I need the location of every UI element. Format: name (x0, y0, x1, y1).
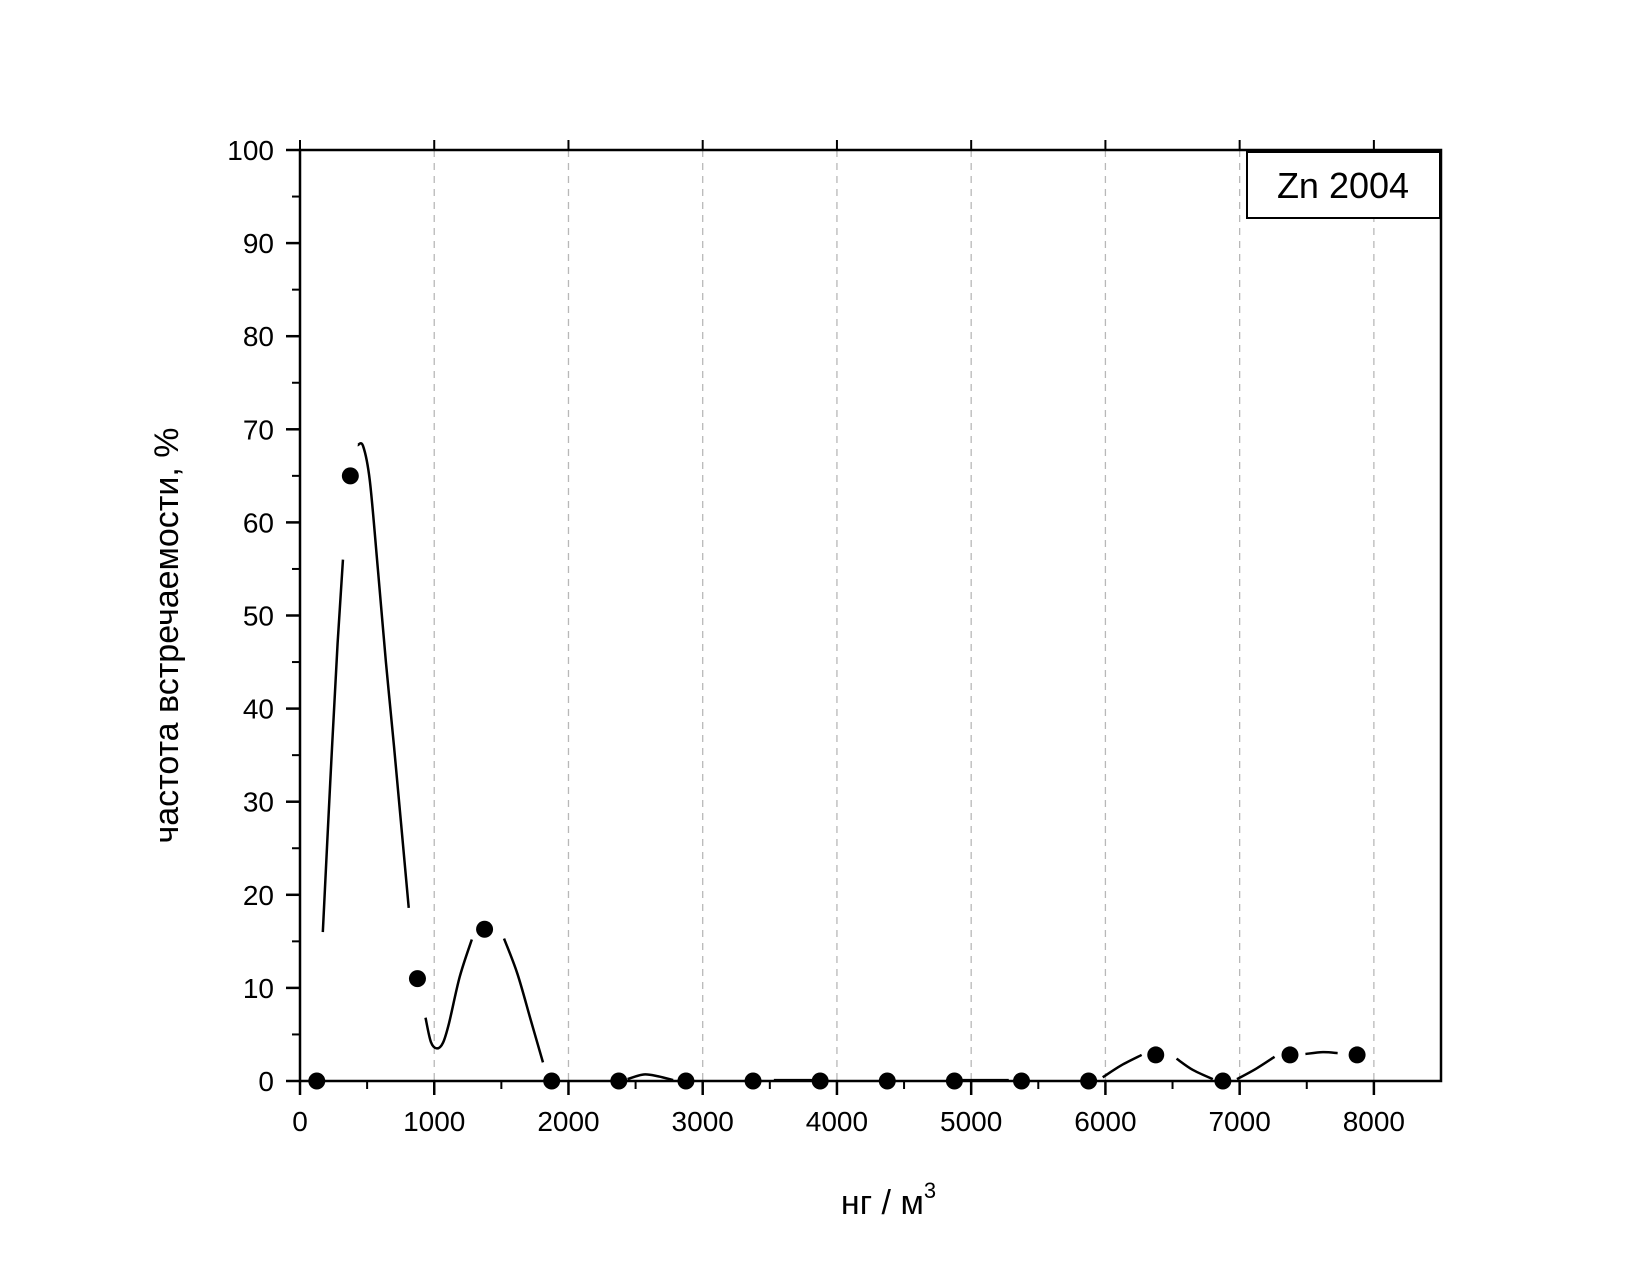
legend-box (1246, 151, 1441, 219)
data-point (341, 467, 359, 485)
y-tick-label: 30 (243, 787, 274, 818)
smooth-curve (321, 442, 1338, 1082)
y-tick-label: 40 (243, 694, 274, 725)
grid-lines (433, 150, 1375, 1081)
data-point (1147, 1046, 1165, 1064)
y-tick-label: 60 (243, 507, 274, 538)
curve-segment (1236, 1055, 1276, 1081)
x-axis-ticks: 0 1000 2000 3000 4000 5000 6000 7000 8000 (292, 140, 1405, 1137)
y-tick-label: 100 (227, 135, 274, 166)
x-tick-label: 2000 (537, 1106, 599, 1137)
curve-segment (424, 939, 474, 1050)
curve-segment (357, 442, 410, 908)
x-axis-title: нг / м3 (841, 1178, 936, 1222)
curve-segment (627, 1073, 674, 1082)
y-tick-label: 80 (243, 321, 274, 352)
data-point (1281, 1046, 1299, 1064)
x-tick-label: 3000 (672, 1106, 734, 1137)
x-tick-label: 7000 (1208, 1106, 1270, 1137)
x-axis-title-superscript: 3 (924, 1178, 936, 1203)
data-point (1348, 1046, 1366, 1064)
x-axis-title-main: нг / м (841, 1184, 924, 1222)
x-tick-label: 1000 (403, 1106, 465, 1137)
legend-label: Zn 2004 (1277, 165, 1409, 206)
y-tick-label: 20 (243, 880, 274, 911)
x-tick-label: 8000 (1343, 1106, 1405, 1137)
x-tick-label: 5000 (940, 1106, 1002, 1137)
y-tick-label: 0 (258, 1066, 274, 1097)
curve-segment (1102, 1053, 1143, 1079)
y-tick-label: 90 (243, 228, 274, 259)
y-tick-label: 50 (243, 601, 274, 632)
y-axis-title: частота встречаемости, % (148, 428, 186, 844)
x-tick-label: 4000 (806, 1106, 868, 1137)
curve-segment (1305, 1050, 1338, 1056)
x-tick-label: 6000 (1074, 1106, 1136, 1137)
y-axis-ticks: 0 10 20 30 40 50 60 70 80 90 100 (227, 135, 300, 1097)
x-tick-label: 0 (292, 1106, 308, 1137)
y-tick-label: 10 (243, 973, 274, 1004)
data-point (476, 920, 494, 938)
legend: Zn 2004 (1246, 151, 1441, 219)
curve-segment (1175, 1057, 1214, 1081)
curve-segment (502, 938, 545, 1063)
curve-segment (321, 559, 345, 933)
y-tick-label: 70 (243, 414, 274, 445)
data-point (408, 970, 426, 988)
